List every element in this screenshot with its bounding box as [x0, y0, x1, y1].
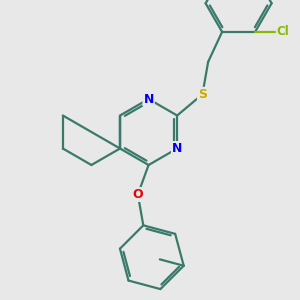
Text: N: N: [172, 142, 182, 155]
Text: N: N: [143, 92, 154, 106]
Text: S: S: [198, 88, 207, 101]
Text: O: O: [133, 188, 143, 201]
Text: Cl: Cl: [277, 26, 290, 38]
